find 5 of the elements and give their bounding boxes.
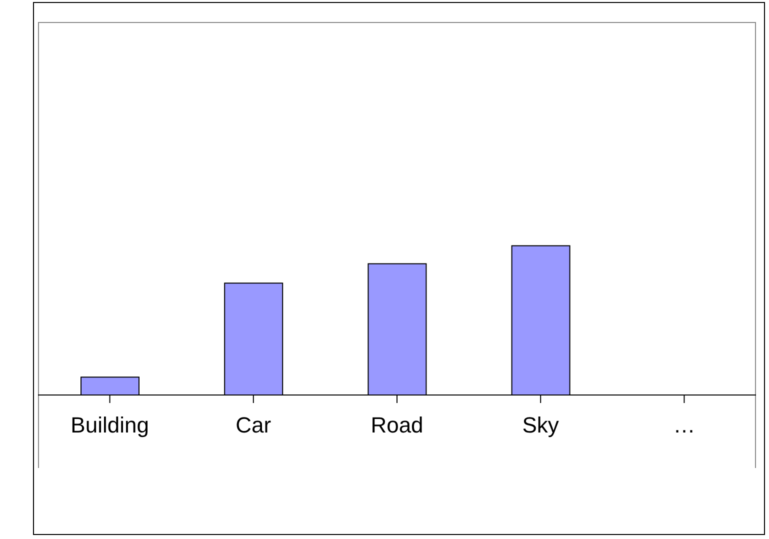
- x-tick-label: Car: [236, 412, 272, 438]
- x-tick-label: …: [673, 412, 696, 438]
- x-tick-label: Sky: [522, 412, 559, 438]
- x-tick-label: Road: [370, 412, 424, 438]
- x-tick-label: Building: [70, 412, 149, 438]
